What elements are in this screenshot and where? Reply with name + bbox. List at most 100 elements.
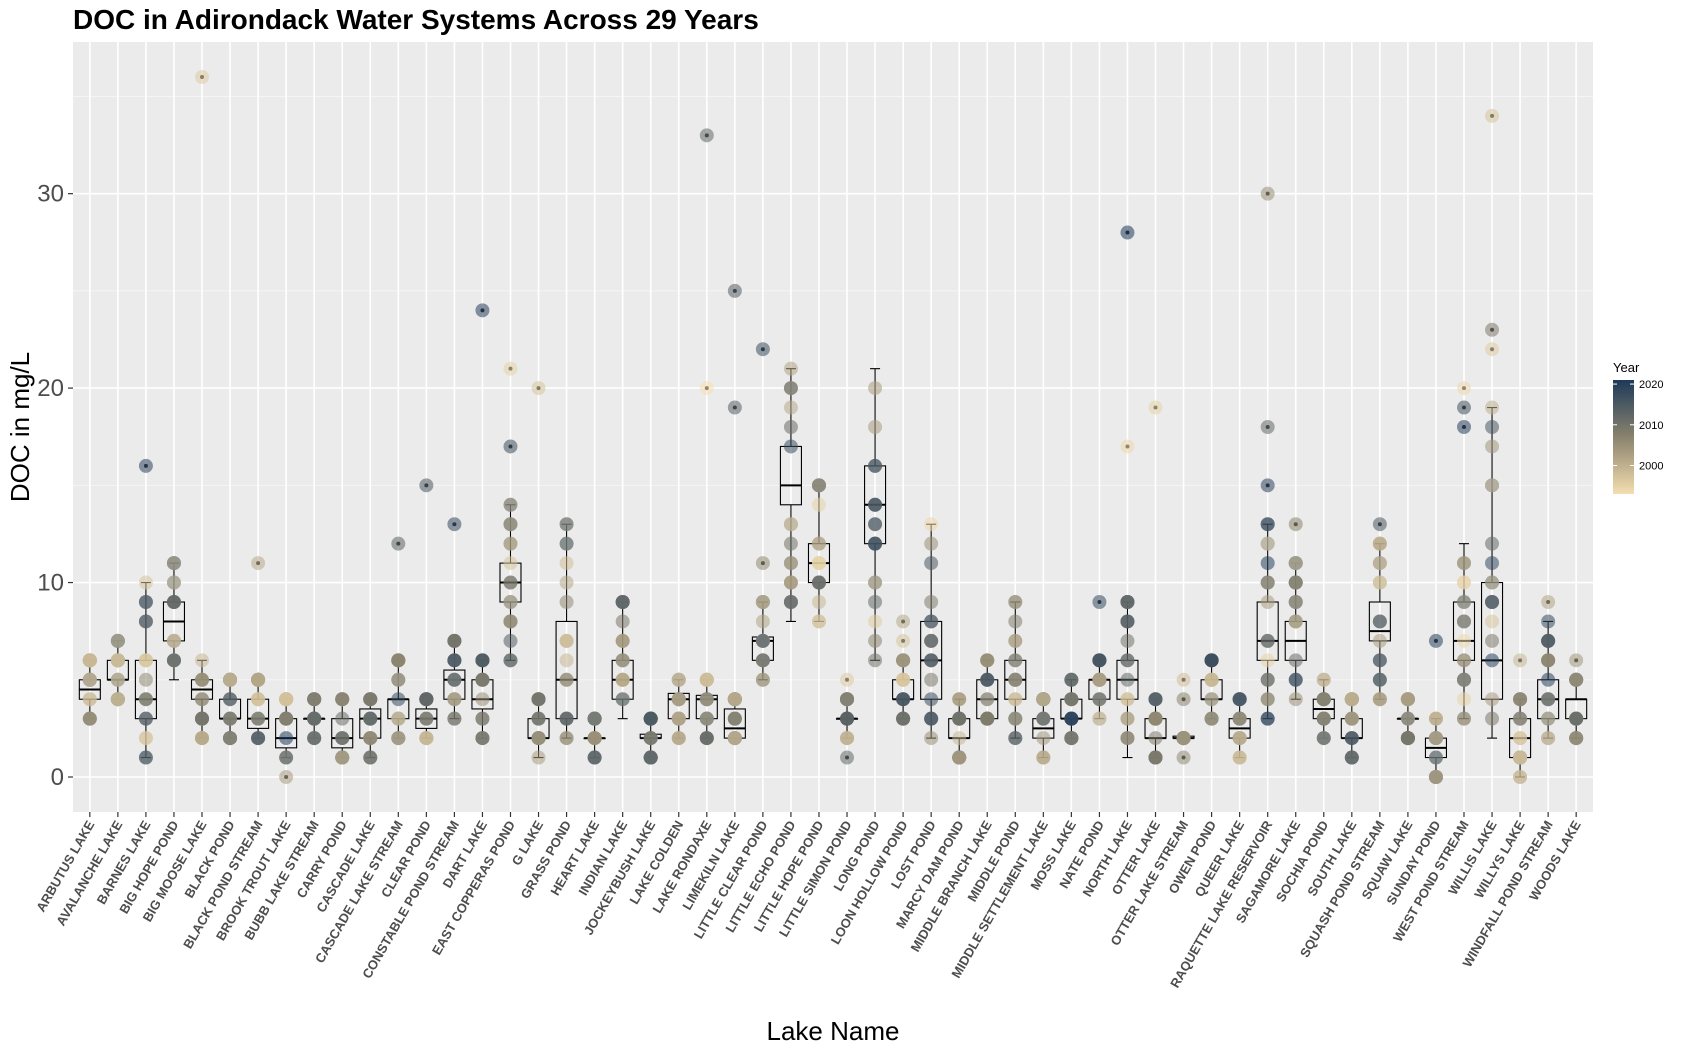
data-point [783,556,798,571]
data-point [924,614,939,629]
data-point [1092,653,1107,668]
data-point [1064,692,1079,707]
data-point [335,750,350,765]
data-point [531,692,546,707]
data-point [699,731,714,746]
data-point [1232,711,1247,726]
data-point [110,633,125,648]
data-point [783,517,798,532]
data-point [868,653,883,668]
data-point [419,731,434,746]
data-point [1513,731,1528,746]
data-point [391,672,406,687]
data-point [896,614,911,629]
legend-title: Year [1613,360,1640,375]
data-point [1541,731,1556,746]
data-point [1485,322,1500,337]
data-point [1120,595,1135,609]
data-point [447,517,462,532]
legend-tick-label: 2000 [1639,461,1663,473]
data-point [419,692,434,707]
data-point [1372,556,1387,571]
data-point [1008,653,1023,668]
data-point [868,595,883,609]
data-point [1541,672,1556,687]
data-point [251,556,266,571]
data-point [1372,614,1387,629]
data-point [587,711,602,726]
data-point [1316,692,1331,707]
data-point [615,633,630,648]
data-point [924,595,939,609]
data-point [1485,478,1500,493]
data-point [615,614,630,629]
data-point [1204,692,1219,707]
data-point [279,731,294,746]
data-point [699,128,714,143]
data-point [1400,711,1415,726]
data-point [503,556,518,571]
data-point [840,750,855,765]
data-point [1120,672,1135,687]
data-point [896,653,911,668]
data-point [615,672,630,687]
data-point [279,711,294,726]
data-point [195,711,210,726]
data-point [1485,420,1500,434]
data-point [1204,653,1219,668]
data-point [868,497,883,512]
data-point [896,692,911,707]
data-point [138,653,153,668]
data-point [1120,653,1135,668]
data-point [924,633,939,648]
data-point [195,653,210,668]
data-point [279,770,294,784]
data-point [503,361,518,376]
data-point [840,672,855,687]
data-point [1485,633,1500,648]
data-point [924,731,939,746]
data-point [1485,536,1500,551]
data-point [1456,692,1471,707]
data-point [1148,711,1163,726]
data-point [1541,711,1556,726]
data-point [1232,750,1247,765]
data-point [1372,633,1387,648]
data-point [1260,595,1275,609]
data-point [1260,672,1275,687]
data-point [531,731,546,746]
data-point [924,692,939,707]
data-point [1400,692,1415,707]
data-point [1120,711,1135,726]
data-point [1092,711,1107,726]
data-point [1008,692,1023,707]
data-point [1485,575,1500,590]
data-point [1036,750,1051,765]
data-point [447,653,462,668]
data-point [1485,692,1500,707]
data-point [1428,750,1443,765]
data-point [868,420,883,434]
data-point [1513,750,1528,765]
data-point [82,653,97,668]
data-point [811,536,826,551]
data-point [1260,633,1275,648]
data-point [587,750,602,765]
data-point [1428,770,1443,784]
data-point [1036,731,1051,746]
data-point [671,711,686,726]
data-point [1008,595,1023,609]
data-point [1064,711,1079,726]
data-point [363,692,378,707]
legend-colorbar [1613,380,1634,494]
data-point [1372,575,1387,590]
data-point [727,283,742,298]
data-point [503,653,518,668]
data-point [980,692,995,707]
data-point [1288,692,1303,707]
data-point [138,750,153,765]
data-point [924,517,939,532]
data-point [1569,653,1584,668]
data-point [82,672,97,687]
data-point [868,458,883,473]
